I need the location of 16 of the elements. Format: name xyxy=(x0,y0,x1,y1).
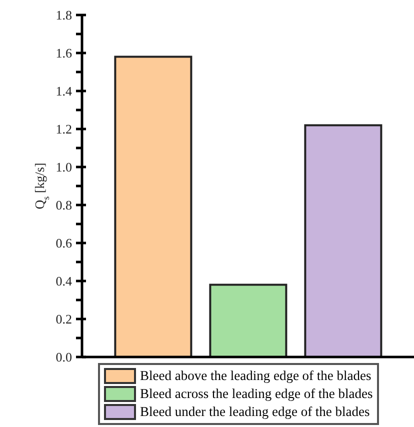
y-tick-label: 0.0 xyxy=(56,350,72,365)
legend-label: Bleed under the leading edge of the blades xyxy=(140,404,370,420)
legend-label: Bleed across the leading edge of the blades xyxy=(140,386,373,402)
bar xyxy=(209,284,288,357)
y-tick-label: 1.4 xyxy=(56,84,72,99)
y-tick-label: 1.8 xyxy=(56,8,72,23)
y-tick-label: 0.4 xyxy=(56,274,72,289)
y-tick-label: 1.6 xyxy=(56,46,72,61)
legend-label: Bleed above the leading edge of the blades xyxy=(140,368,372,384)
y-tick-label: 0.6 xyxy=(56,236,72,251)
y-tick-label: 0.8 xyxy=(56,198,72,213)
bar xyxy=(114,56,192,357)
y-tick-label: 0.2 xyxy=(56,312,72,327)
bar xyxy=(304,124,382,357)
y-tick-label: 1.0 xyxy=(56,160,72,175)
y-tick-label: 1.2 xyxy=(56,122,72,137)
